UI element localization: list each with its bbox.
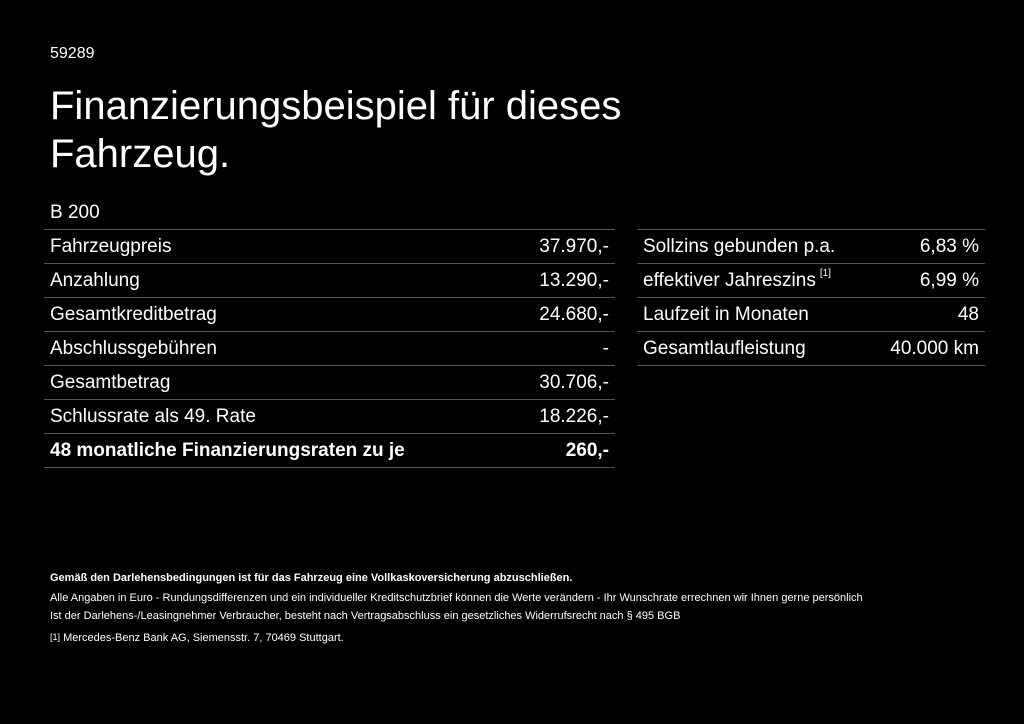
table-row: Gesamtbetrag 30.706,-	[44, 366, 615, 400]
row-label-text: Sollzins gebunden p.a.	[643, 235, 836, 257]
row-label-text: Gesamtbetrag	[50, 371, 171, 393]
table-row: effektiver Jahreszins [1] 6,99 %	[637, 264, 985, 298]
row-value: 37.970,-	[539, 235, 609, 257]
row-label: effektiver Jahreszins [1]	[643, 267, 831, 292]
row-label: Gesamtkreditbetrag	[50, 304, 217, 326]
table-row: Laufzeit in Monaten 48	[637, 298, 985, 332]
title-line: Finanzierungsbeispiel für dieses	[50, 84, 622, 128]
table-row: Sollzins gebunden p.a. 6,83 %	[637, 230, 985, 264]
row-value: 13.290,-	[539, 269, 609, 291]
table-row: Abschlussgebühren -	[44, 332, 615, 366]
row-label: Gesamtbetrag	[50, 372, 170, 394]
row-label-text: 48 monatliche Finanzierungsraten zu je	[50, 439, 405, 461]
row-label-text: Fahrzeugpreis	[50, 235, 172, 257]
row-label-text: Gesamtlaufleistung	[643, 337, 806, 359]
row-value: 260,-	[565, 439, 609, 461]
row-label: 48 monatliche Finanzierungsraten zu je	[50, 440, 405, 462]
insurance-note: Gemäß den Darlehensbedingungen ist für d…	[50, 572, 573, 584]
row-label-text: Abschlussgebühren	[50, 337, 217, 359]
note-marker: [1]	[819, 267, 831, 279]
table-row: Gesamtkreditbetrag 24.680,-	[44, 298, 615, 332]
vehicle-id: 59289	[50, 45, 95, 62]
row-label-text: Gesamtkreditbetrag	[50, 303, 217, 325]
row-label-text: Anzahlung	[50, 269, 140, 291]
row-label-text: Laufzeit in Monaten	[643, 303, 809, 325]
finance-table: Fahrzeugpreis 37.970,- Anzahlung 13.290,- Ge…	[44, 229, 615, 468]
row-label: Schlussrate als 49. Rate	[50, 406, 256, 428]
row-value: 30.706,-	[539, 371, 609, 393]
footnote-text: Mercedes-Benz Bank AG, Siemensstr. 7, 70…	[63, 632, 344, 644]
row-value: 6,83 %	[919, 235, 979, 257]
row-label-text: Schlussrate als 49. Rate	[50, 405, 256, 427]
row-value: 40.000 km	[890, 337, 979, 359]
row-value: 48	[957, 303, 979, 325]
table-row: Anzahlung 13.290,-	[44, 264, 615, 298]
row-label: Sollzins gebunden p.a.	[643, 236, 835, 258]
model: B 200	[50, 202, 100, 223]
table-row: 48 monatliche Finanzierungsraten zu je 26…	[44, 434, 615, 468]
table-row: Gesamtlaufleistung 40.000 km	[637, 332, 985, 366]
footer-line: Ist der Darlehens-/Leasingnehmer Verbrau…	[50, 610, 681, 622]
title-line: Fahrzeug.	[50, 132, 231, 176]
row-label: Fahrzeugpreis	[50, 236, 171, 258]
row-value: 6,99 %	[919, 269, 979, 291]
row-value: -	[602, 337, 609, 359]
row-value: 18.226,-	[539, 405, 609, 427]
footer-line: Alle Angaben in Euro - Rundungsdifferenz…	[50, 592, 863, 604]
row-value: 24.680,-	[539, 303, 609, 325]
footnote: [1] Mercedes-Benz Bank AG, Siemensstr. 7…	[50, 632, 344, 644]
table-row: Fahrzeugpreis 37.970,-	[44, 230, 615, 264]
footnote-marker: [1]	[50, 632, 61, 642]
row-label: Abschlussgebühren	[50, 338, 217, 360]
row-label: Gesamtlaufleistung	[643, 338, 806, 360]
title: Finanzierungsbeispiel für dieses Fahrzeu…	[50, 82, 621, 178]
table-row: Schlussrate als 49. Rate 18.226,-	[44, 400, 615, 434]
row-label: Anzahlung	[50, 270, 140, 292]
row-label-text: effektiver Jahreszins	[643, 269, 816, 291]
rate-table: Sollzins gebunden p.a. 6,83 % effektiver J…	[637, 229, 985, 366]
row-label: Laufzeit in Monaten	[643, 304, 809, 326]
